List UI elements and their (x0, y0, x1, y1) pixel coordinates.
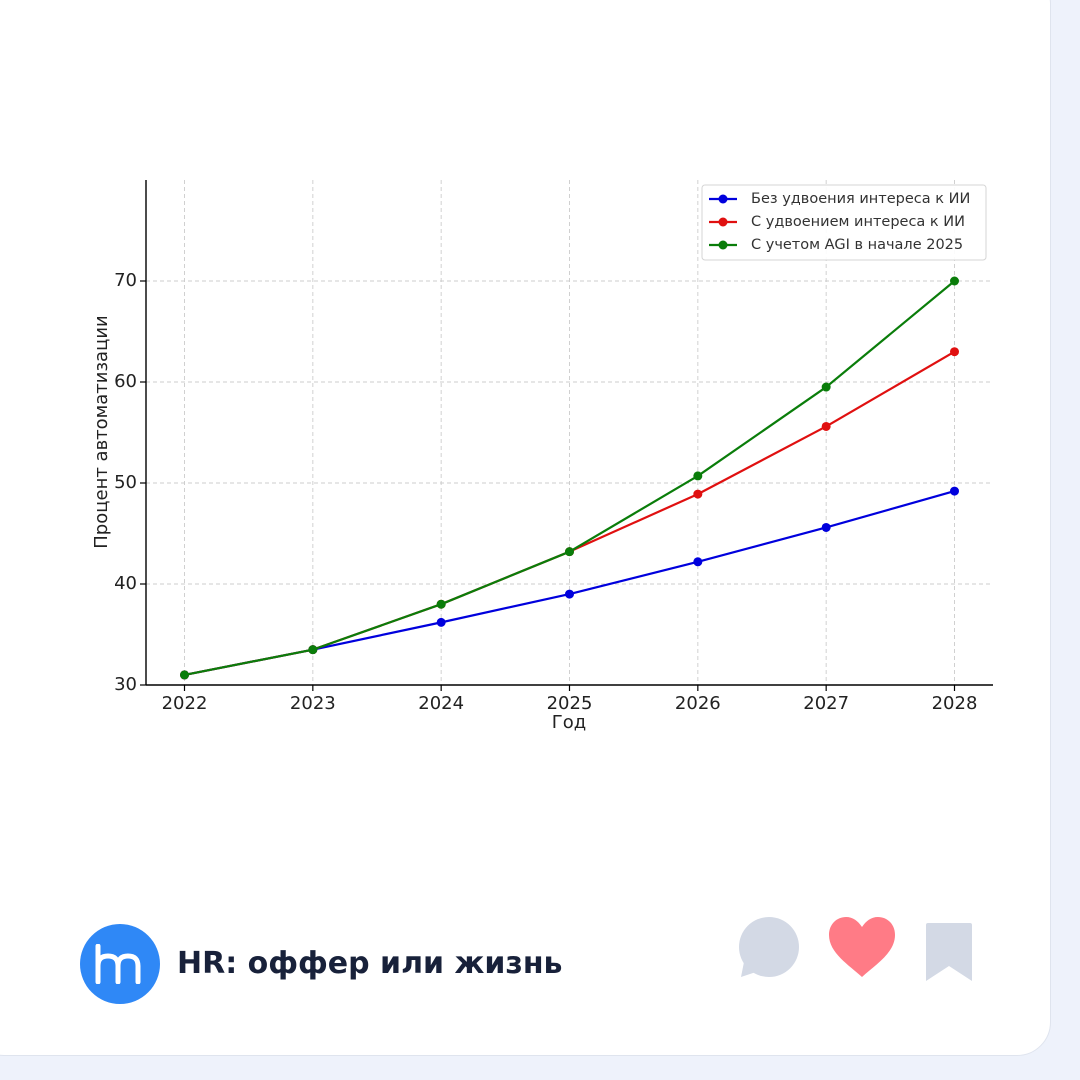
data-point (565, 547, 574, 557)
post-card (0, 0, 1051, 1056)
heart-icon[interactable] (827, 915, 897, 979)
series-3 (180, 276, 959, 680)
data-point (565, 589, 574, 599)
data-point (436, 617, 446, 627)
channel-avatar[interactable] (80, 924, 160, 1004)
bookmark-icon[interactable] (924, 921, 974, 983)
data-point (693, 489, 703, 499)
data-point (950, 486, 959, 496)
legend-box (701, 184, 987, 261)
comment-bubble-icon[interactable] (737, 915, 801, 979)
y-tick-label: 50 (114, 472, 137, 493)
legend-item: Без удвоения интереса к ИИ (709, 191, 970, 207)
data-point (821, 421, 831, 431)
data-point (180, 670, 189, 680)
legend-marker (718, 194, 728, 204)
y-axis-label: Процент автоматизации (91, 315, 112, 548)
x-axis-label: Год (552, 712, 586, 733)
x-tick-label: 2025 (547, 693, 593, 714)
chart-legend: Без удвоения интереса к ИИ С удвоением ин… (701, 184, 987, 261)
x-tick-label: 2026 (675, 693, 721, 714)
y-tick-label: 40 (114, 573, 137, 594)
legend-item: С учетом AGI в начале 2025 (709, 237, 963, 253)
legend-item: С удвоением интереса к ИИ (709, 214, 965, 230)
data-point (950, 347, 959, 357)
x-tick-label: 2023 (290, 693, 336, 714)
legend-marker (718, 217, 728, 227)
y-tick-label: 70 (114, 270, 137, 291)
x-tick-label: 2027 (803, 693, 849, 714)
legend-marker (718, 240, 728, 250)
data-point (950, 276, 959, 286)
y-tick-label: 60 (114, 371, 137, 392)
legend-label: Без удвоения интереса к ИИ (751, 191, 970, 207)
chart-grid (146, 180, 993, 685)
data-point (821, 382, 831, 392)
data-point (693, 471, 703, 481)
channel-name[interactable]: HR: оффер или жизнь (177, 946, 563, 981)
legend-label: С учетом AGI в начале 2025 (751, 237, 963, 253)
x-tick-label: 2028 (932, 693, 978, 714)
data-point (821, 522, 831, 532)
chart-ticks: 2022 2023 2024 2025 2026 2027 2028 30 40 50 60 70 (114, 270, 977, 714)
data-point (308, 645, 318, 655)
data-point (693, 557, 703, 567)
x-tick-label: 2024 (418, 693, 464, 714)
legend-label: С удвоением интереса к ИИ (751, 214, 965, 230)
data-point (436, 599, 446, 609)
chart-series (180, 276, 959, 680)
y-tick-label: 30 (114, 674, 137, 695)
hm-logo-icon (95, 944, 141, 984)
x-tick-label: 2022 (162, 693, 208, 714)
